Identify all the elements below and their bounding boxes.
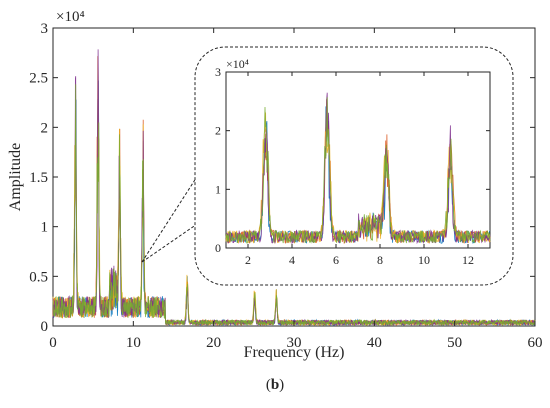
- main-x-tick-label: 60: [528, 335, 543, 351]
- inset-y-tick-label: 0: [215, 241, 221, 255]
- main-y-tick-label: 1.5: [29, 170, 48, 186]
- inset-y-exponent-label: ×10⁴: [226, 57, 249, 71]
- main-y-tick-label: 0: [41, 319, 49, 335]
- main-y-tick-label: 0.5: [29, 269, 48, 285]
- inset-series-group: [225, 92, 491, 245]
- main-y-exponent-label: ×10⁴: [56, 9, 85, 25]
- inset-x-tick-label: 2: [245, 253, 251, 267]
- main-y-tick-label: 2: [41, 120, 49, 136]
- inset-x-tick-label: 10: [418, 253, 430, 267]
- inset-x-tick-label: 12: [462, 253, 474, 267]
- inset-x-tick-label: 4: [289, 253, 295, 267]
- main-y-tick-label: 1: [41, 220, 49, 236]
- main-y-axis-label: Amplitude: [7, 143, 24, 211]
- main-x-tick-label: 20: [206, 335, 221, 351]
- callout-line-lower: [141, 221, 201, 263]
- main-x-tick-label: 0: [49, 335, 57, 351]
- inset-y-tick-label: 3: [215, 65, 221, 79]
- main-y-tick-label: 2.5: [29, 71, 48, 87]
- inset-series-line-5: [225, 97, 491, 244]
- figure-caption: (b): [266, 377, 284, 393]
- main-x-axis-label: Frequency (Hz): [244, 344, 345, 361]
- main-x-tick-label: 50: [447, 335, 462, 351]
- inset-y-tick-label: 1: [215, 182, 221, 196]
- main-y-tick-label: 3: [41, 21, 49, 37]
- inset-x-tick-label: 6: [333, 253, 339, 267]
- main-x-tick-label: 40: [367, 335, 382, 351]
- main-x-tick-label: 30: [287, 335, 302, 351]
- inset-y-tick-label: 2: [215, 124, 221, 138]
- callout-line-upper: [141, 171, 201, 263]
- main-x-tick-label: 10: [126, 335, 141, 351]
- inset-x-tick-label: 8: [377, 253, 383, 267]
